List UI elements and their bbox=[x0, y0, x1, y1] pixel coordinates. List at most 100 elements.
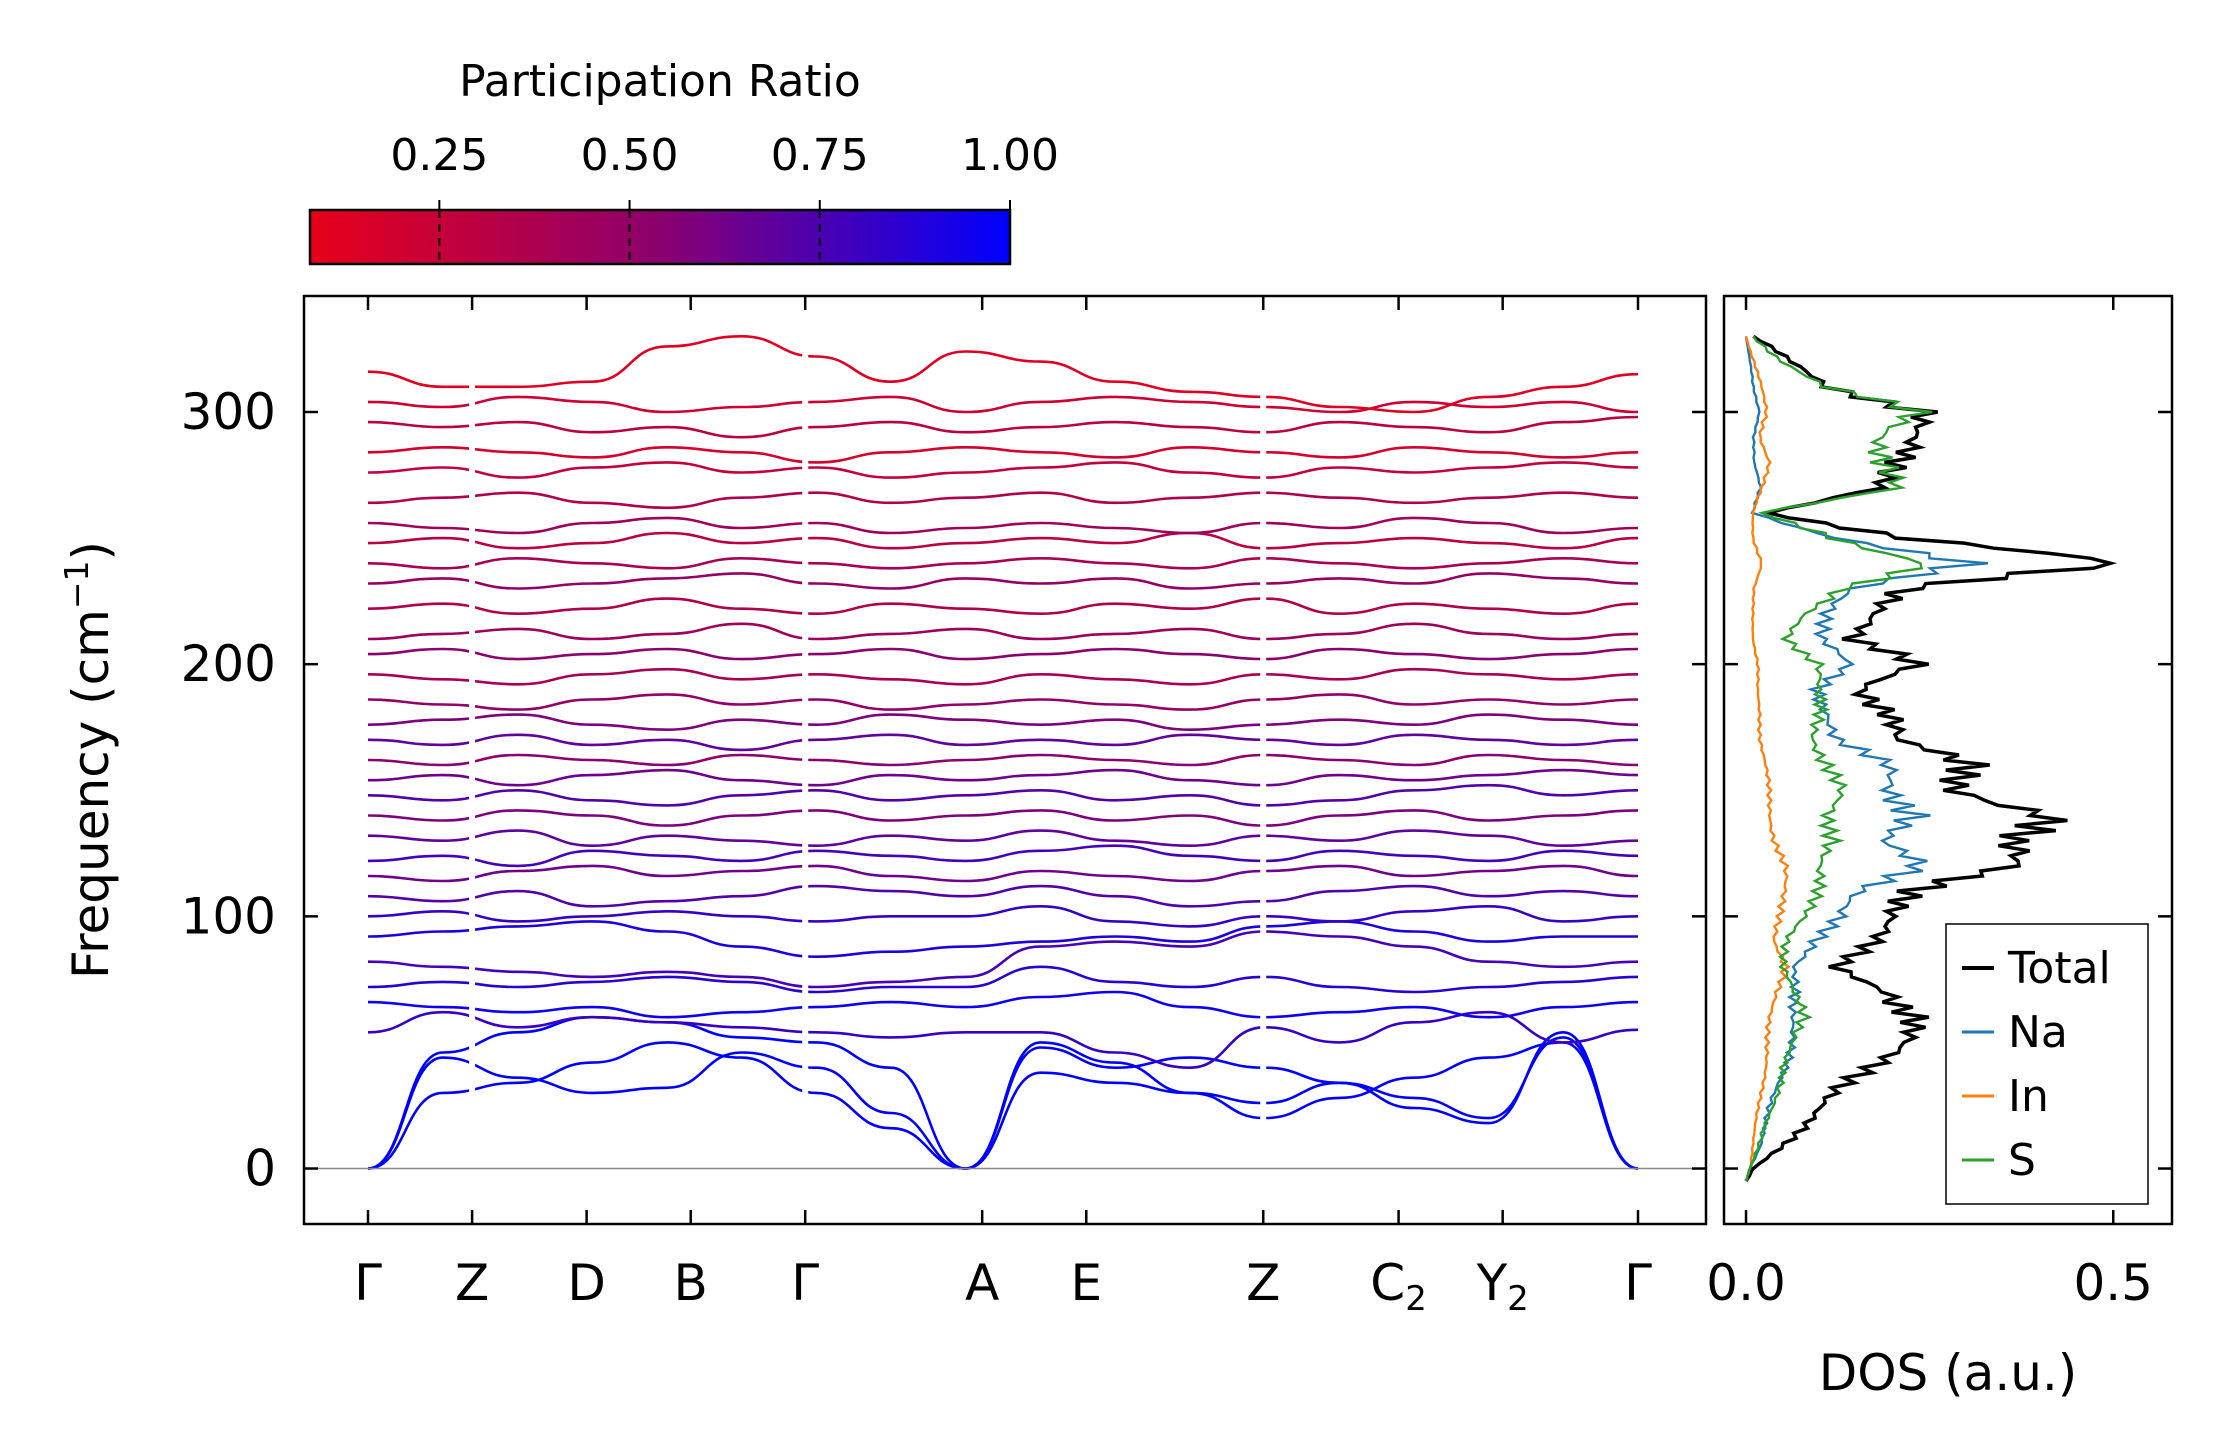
dos-axes-frame bbox=[1722, 294, 2174, 1226]
ylabel-superscript: −1 bbox=[57, 560, 96, 609]
phonon-band bbox=[367, 334, 1639, 414]
dos-frequency-ticks bbox=[1724, 410, 2172, 1170]
phonon-band bbox=[367, 829, 1639, 848]
kpoint-label-main: Y bbox=[1476, 1254, 1508, 1312]
path-break-gap bbox=[802, 298, 809, 1167]
colorbar-tick-label: 0.50 bbox=[581, 130, 679, 181]
kpoint-label-main: Γ bbox=[1624, 1254, 1652, 1312]
dos-tick-label: 0.5 bbox=[2073, 1254, 2153, 1312]
phonon-band bbox=[367, 445, 1639, 464]
frequency-tick-label: 0 bbox=[244, 1140, 276, 1198]
legend-label-na: Na bbox=[2008, 1007, 2068, 1058]
phonon-band bbox=[367, 783, 1639, 807]
phonon-band bbox=[367, 713, 1639, 732]
dos-curve-total bbox=[1744, 334, 2118, 1182]
legend-frame bbox=[1945, 923, 2149, 1205]
phonon-band bbox=[367, 622, 1639, 641]
phonon-band bbox=[367, 844, 1639, 868]
phonon-band bbox=[367, 884, 1639, 908]
dos-tick-label: 0.0 bbox=[1706, 1254, 1786, 1312]
dispersion-axes-frame bbox=[302, 294, 1708, 1226]
phonon-band bbox=[367, 516, 1639, 535]
kpoint-label-main: B bbox=[674, 1254, 708, 1312]
kpoint-label: Z bbox=[1246, 1254, 1280, 1312]
kpoint-axis-ticks: Γ Z D B Γ A E Z C2 Y2 Γ bbox=[354, 296, 1652, 1319]
kpoint-label: Γ bbox=[1624, 1254, 1652, 1312]
phonon-band bbox=[367, 904, 1639, 928]
frequency-tick-label: 200 bbox=[181, 635, 276, 693]
kpoint-label: Z bbox=[455, 1254, 489, 1312]
kpoint-label-subscript: 2 bbox=[1405, 1279, 1427, 1319]
kpoint-label: Y2 bbox=[1476, 1254, 1529, 1319]
dos-curves bbox=[1744, 334, 2118, 1182]
dos-curve-s bbox=[1744, 335, 1933, 1182]
dos-axis-ticks: 0.0 0.5 bbox=[1706, 296, 2153, 1312]
phonon-band bbox=[367, 733, 1639, 752]
phonon-band bbox=[367, 1015, 1639, 1170]
phonon-band bbox=[367, 647, 1639, 661]
kpoint-label-main: Z bbox=[1246, 1254, 1280, 1312]
kpoint-label: Γ bbox=[791, 1254, 819, 1312]
phonon-band bbox=[367, 693, 1639, 711]
phonon-band bbox=[367, 572, 1639, 590]
phonon-band bbox=[367, 990, 1639, 1019]
kpoint-label: D bbox=[567, 1254, 606, 1312]
kpoint-label: E bbox=[1070, 1254, 1102, 1312]
colorbar: Participation Ratio 0.25 0.50 0.75 1.00 bbox=[308, 56, 1059, 266]
colorbar-tick-label: 0.75 bbox=[771, 130, 869, 181]
phonon-band bbox=[367, 1010, 1639, 1070]
kpoint-label-main: Γ bbox=[354, 1254, 382, 1312]
phonon-band bbox=[367, 415, 1639, 439]
legend-label-s: S bbox=[2008, 1135, 2036, 1186]
phonon-band bbox=[367, 667, 1639, 686]
phonon-band bbox=[367, 809, 1639, 827]
phonon-band bbox=[367, 531, 1639, 550]
legend-label-total: Total bbox=[2007, 943, 2111, 994]
path-break-gap bbox=[469, 298, 476, 1167]
phonon-band bbox=[367, 491, 1639, 510]
kpoint-label-main: E bbox=[1070, 1254, 1102, 1312]
frequency-axis-label: Frequency (cm−1) bbox=[57, 541, 120, 979]
kpoint-label-main: Z bbox=[455, 1254, 489, 1312]
frequency-axis-ticks: 0 100 200 300 bbox=[181, 383, 1706, 1198]
kpoint-label-main: A bbox=[965, 1254, 999, 1312]
colorbar-ticks: 0.25 0.50 0.75 1.00 bbox=[390, 130, 1059, 264]
dos-legend: Total Na In S bbox=[1945, 923, 2149, 1205]
phonon-band bbox=[367, 753, 1639, 767]
legend-label-in: In bbox=[2008, 1071, 2049, 1122]
path-break-gap bbox=[1260, 298, 1267, 1167]
colorbar-tick-label: 0.25 bbox=[390, 130, 488, 181]
phonon-band bbox=[367, 768, 1639, 787]
phonon-band bbox=[367, 864, 1639, 883]
phonon-bands bbox=[367, 334, 1639, 1170]
phonon-band bbox=[367, 920, 1638, 959]
dos-axis-label: DOS (a.u.) bbox=[1819, 1344, 2078, 1402]
kpoint-label: C2 bbox=[1370, 1254, 1427, 1319]
colorbar-gradient bbox=[308, 208, 1012, 266]
path-breaks bbox=[469, 298, 1267, 1167]
kpoint-label-main: D bbox=[567, 1254, 606, 1312]
kpoint-label-main: Γ bbox=[791, 1254, 819, 1312]
kpoint-label: B bbox=[674, 1254, 708, 1312]
phonon-band bbox=[367, 461, 1639, 479]
phonon-band bbox=[367, 930, 1639, 989]
kpoint-label-main: C bbox=[1370, 1254, 1405, 1312]
ylabel-close: ) bbox=[62, 541, 120, 561]
kpoint-label: A bbox=[965, 1254, 999, 1312]
dos-panel: 0.0 0.5 DOS (a.u.) Total Na In S bbox=[1706, 294, 2174, 1402]
frequency-tick-label: 300 bbox=[181, 383, 276, 441]
phonon-band bbox=[367, 965, 1639, 994]
colorbar-title: Participation Ratio bbox=[459, 56, 861, 107]
phonon-band bbox=[367, 1041, 1639, 1170]
phonon-band bbox=[367, 395, 1639, 414]
ylabel-main: Frequency (cm bbox=[62, 609, 120, 979]
dos-curve-in bbox=[1744, 335, 1791, 1182]
colorbar-tick-label: 1.00 bbox=[961, 130, 1059, 181]
kpoint-label: Γ bbox=[354, 1254, 382, 1312]
phonon-band bbox=[367, 597, 1639, 616]
frequency-tick-label: 100 bbox=[181, 887, 276, 945]
kpoint-label-subscript: 2 bbox=[1507, 1279, 1529, 1319]
phonon-band bbox=[367, 556, 1639, 570]
